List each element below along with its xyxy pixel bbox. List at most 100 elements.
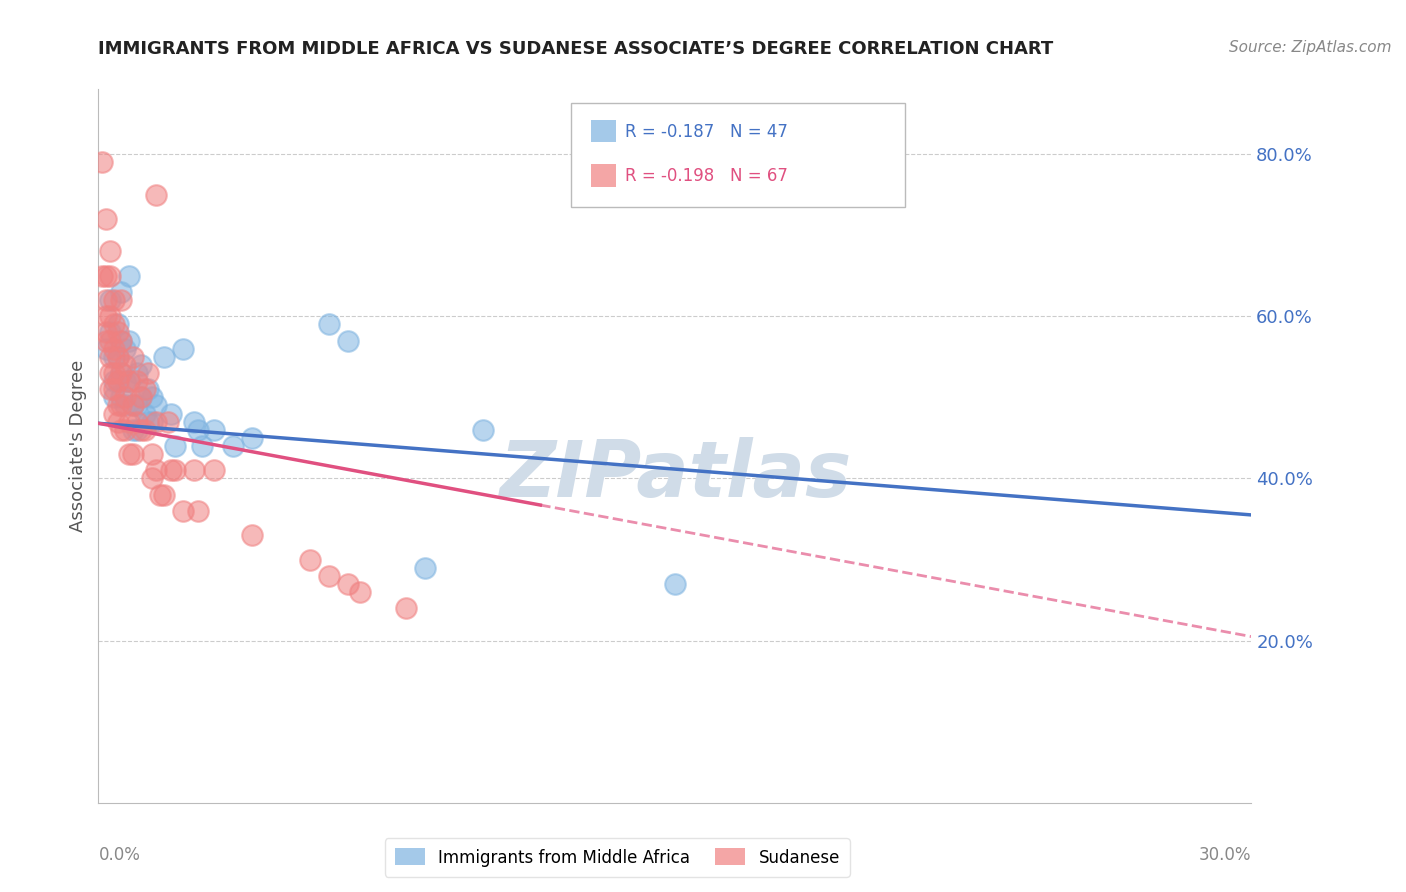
Point <box>172 342 194 356</box>
Point <box>114 342 136 356</box>
Point <box>122 447 145 461</box>
Bar <box>591 120 616 143</box>
Point <box>110 366 132 380</box>
Point <box>114 399 136 413</box>
Point <box>114 358 136 372</box>
Point <box>94 326 117 340</box>
Point <box>141 390 163 404</box>
Point <box>145 463 167 477</box>
Point <box>110 285 132 299</box>
Point <box>91 268 114 283</box>
Bar <box>591 164 616 186</box>
Point <box>165 439 187 453</box>
Point <box>138 366 160 380</box>
Point <box>122 399 145 413</box>
Point <box>107 318 129 332</box>
Point <box>134 382 156 396</box>
Text: Source: ZipAtlas.com: Source: ZipAtlas.com <box>1229 40 1392 55</box>
Point <box>183 463 205 477</box>
Point <box>191 439 214 453</box>
FancyBboxPatch shape <box>571 103 905 207</box>
Point <box>94 334 117 348</box>
Point <box>160 463 183 477</box>
Point <box>98 293 121 307</box>
Point <box>152 488 174 502</box>
Point <box>125 415 148 429</box>
Point <box>103 350 125 364</box>
Point <box>98 366 121 380</box>
Point <box>134 407 156 421</box>
Point <box>145 399 167 413</box>
Point <box>103 318 125 332</box>
Point <box>141 415 163 429</box>
Point <box>118 268 141 283</box>
Point <box>98 382 121 396</box>
Point <box>110 334 132 348</box>
Point <box>298 552 321 566</box>
Point <box>318 568 340 582</box>
Point <box>110 399 132 413</box>
Point <box>471 423 494 437</box>
Point <box>145 415 167 429</box>
Point <box>145 187 167 202</box>
Point <box>160 407 183 421</box>
Point <box>107 415 129 429</box>
Point <box>138 415 160 429</box>
Point <box>125 366 148 380</box>
Point <box>103 374 125 388</box>
Point <box>337 334 360 348</box>
Point <box>118 334 141 348</box>
Point <box>187 423 209 437</box>
Point <box>129 423 152 437</box>
Point <box>134 423 156 437</box>
Point <box>202 463 225 477</box>
Point <box>125 399 148 413</box>
Point <box>118 374 141 388</box>
Point <box>141 447 163 461</box>
Point <box>122 350 145 364</box>
Point <box>125 423 148 437</box>
Point <box>98 350 121 364</box>
Point <box>94 293 117 307</box>
Point <box>337 577 360 591</box>
Point <box>103 382 125 396</box>
Point <box>94 268 117 283</box>
Point <box>114 390 136 404</box>
Point <box>103 342 125 356</box>
Legend: Immigrants from Middle Africa, Sudanese: Immigrants from Middle Africa, Sudanese <box>385 838 849 877</box>
Point <box>114 374 136 388</box>
Point <box>107 350 129 364</box>
Point <box>122 399 145 413</box>
Point <box>103 366 125 380</box>
Point <box>395 601 418 615</box>
Point <box>187 504 209 518</box>
Point <box>413 560 436 574</box>
Point <box>107 350 129 364</box>
Point <box>94 342 117 356</box>
Point <box>91 155 114 169</box>
Point <box>240 431 263 445</box>
Y-axis label: Associate's Degree: Associate's Degree <box>69 359 87 533</box>
Point <box>183 415 205 429</box>
Point <box>103 390 125 404</box>
Point <box>98 244 121 259</box>
Point <box>240 528 263 542</box>
Point <box>110 334 132 348</box>
Point <box>118 374 141 388</box>
Point <box>103 293 125 307</box>
Text: IMMIGRANTS FROM MIDDLE AFRICA VS SUDANESE ASSOCIATE’S DEGREE CORRELATION CHART: IMMIGRANTS FROM MIDDLE AFRICA VS SUDANES… <box>98 40 1053 58</box>
Point <box>138 382 160 396</box>
Point <box>107 326 129 340</box>
Text: ZIPatlas: ZIPatlas <box>499 436 851 513</box>
Point <box>110 366 132 380</box>
Point <box>110 390 132 404</box>
Text: R = -0.198   N = 67: R = -0.198 N = 67 <box>626 167 789 185</box>
Point <box>141 471 163 485</box>
Point <box>103 407 125 421</box>
Point <box>125 374 148 388</box>
Point <box>110 293 132 307</box>
Point <box>107 374 129 388</box>
Point <box>98 334 121 348</box>
Point <box>349 585 371 599</box>
Point <box>94 310 117 324</box>
